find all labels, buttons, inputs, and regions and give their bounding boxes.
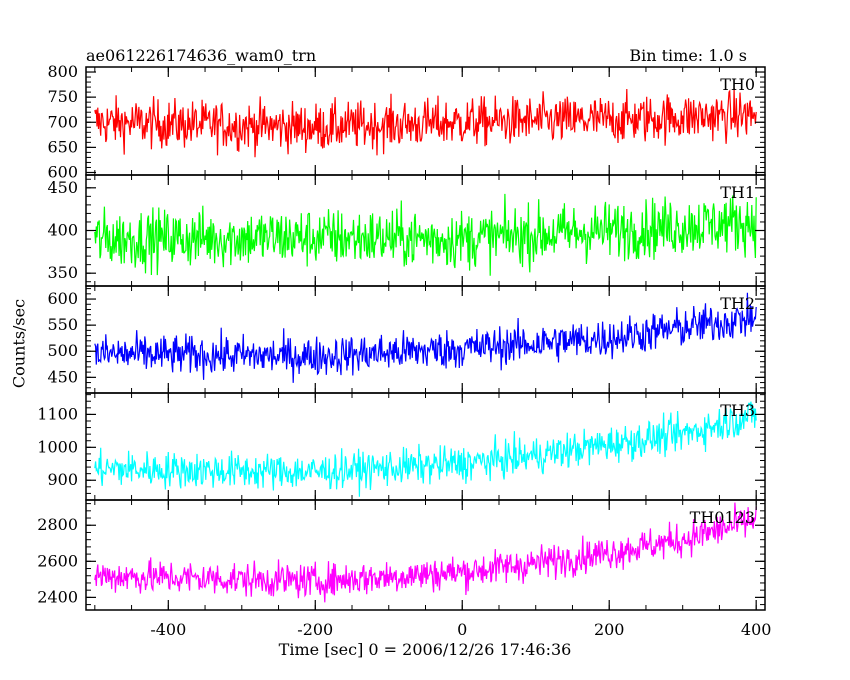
x-tick-label: -400 [150, 620, 186, 639]
panel-label: TH3 [720, 401, 755, 420]
y-axis-label: Counts/sec [9, 298, 29, 389]
y-tick-label: 1000 [37, 437, 78, 456]
x-tick-label: 0 [457, 620, 467, 639]
y-tick-label: 350 [47, 263, 78, 282]
panel-label: TH2 [720, 294, 755, 313]
panel-frame [85, 66, 766, 176]
panel-th0123: 2400 2600 2800 TH0123 -400 -200 0 200 400 [37, 499, 772, 639]
trace-th2 [94, 292, 757, 383]
trace-th1 [94, 193, 757, 276]
panel-label: TH0123 [690, 508, 755, 527]
y-tick-label: 750 [47, 87, 78, 106]
x-tick-label: -200 [297, 620, 333, 639]
panel-th1: 350 400 450 TH1 [47, 174, 766, 287]
y-tick-label: 600 [47, 162, 78, 181]
panel-th3: 900 1000 1100 TH3 [37, 392, 766, 501]
panel-frame [85, 174, 766, 287]
y-tick-label: 700 [47, 112, 78, 131]
x-tick-label: 400 [741, 620, 772, 639]
panel-frame [85, 285, 766, 394]
x-axis-label: Time [sec] 0 = 2006/12/26 17:46:36 [278, 640, 572, 659]
bin-time-label: Bin time: 1.0 s [629, 46, 747, 65]
panel-frame [85, 499, 766, 611]
panel-th2: 450 500 550 600 TH2 [47, 285, 766, 394]
y-tick-label: 450 [47, 178, 78, 197]
y-tick-label: 900 [47, 470, 78, 489]
y-tick-label: 2600 [37, 551, 78, 570]
trace-th3 [94, 401, 757, 497]
y-tick-label: 400 [47, 221, 78, 240]
figure-title: ae061226174636_wam0_trn [86, 46, 317, 65]
trace-th0 [94, 87, 757, 158]
y-tick-label: 2400 [37, 587, 78, 606]
y-tick-label: 600 [47, 289, 78, 308]
trace-th0123 [94, 502, 757, 603]
y-tick-label: 1100 [37, 404, 78, 423]
panel-label: TH0 [720, 75, 755, 94]
y-tick-label: 650 [47, 137, 78, 156]
y-tick-label: 500 [47, 341, 78, 360]
x-tick-label: 200 [594, 620, 625, 639]
y-tick-label: 550 [47, 315, 78, 334]
panel-th0: 600 650 700 750 800 TH0 [47, 62, 766, 181]
panel-label: TH1 [720, 183, 755, 202]
y-tick-label: 450 [47, 367, 78, 386]
panel-frame [85, 392, 766, 501]
y-tick-label: 800 [47, 62, 78, 81]
y-tick-label: 2800 [37, 515, 78, 534]
